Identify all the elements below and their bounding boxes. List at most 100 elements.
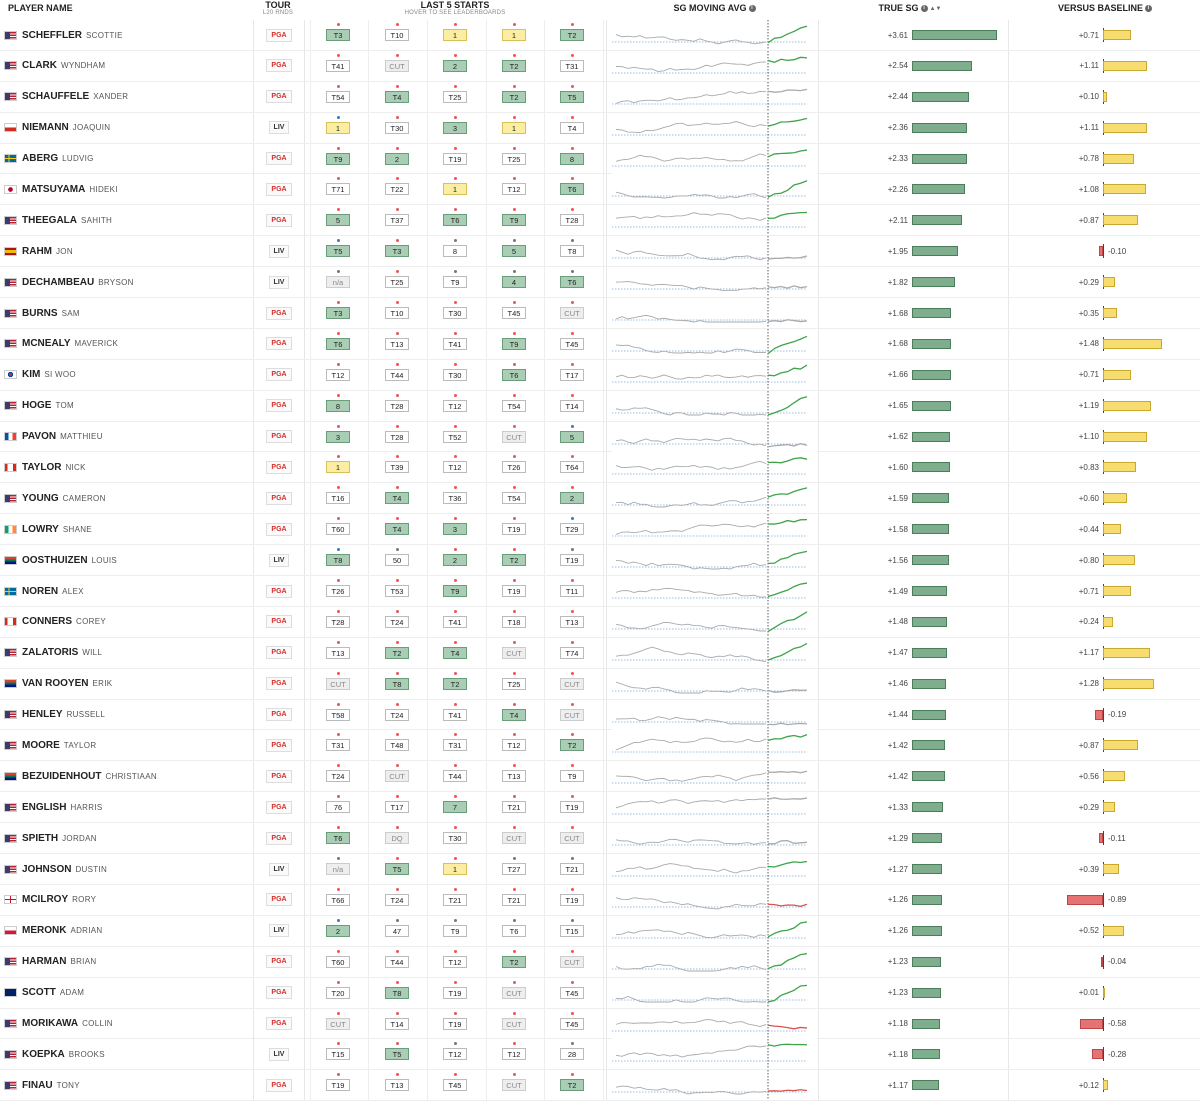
finish-badge[interactable]: T2 <box>560 29 584 41</box>
finish-badge[interactable]: T2 <box>502 90 526 103</box>
finish-badge[interactable]: T30 <box>443 832 467 845</box>
finish-badge[interactable]: T9 <box>502 214 526 227</box>
finish-badge[interactable]: T31 <box>560 59 584 72</box>
player-name[interactable]: PAVON MATTHIEU <box>4 422 250 452</box>
player-name[interactable]: BEZUIDENHOUT CHRISTIAAN <box>4 761 250 791</box>
table-row[interactable]: SCOTT ADAM PGA T20 T8 T19 CUT T45 +1.23 +0.01 <box>0 977 1200 1009</box>
finish-badge[interactable]: T58 <box>326 708 350 721</box>
finish-badge[interactable]: T9 <box>560 770 584 783</box>
finish-badge[interactable]: T31 <box>326 739 350 752</box>
sg-sparkline[interactable] <box>612 1070 817 1101</box>
table-row[interactable]: TAYLOR NICK PGA 1 T39 T12 T26 T64 +1.60 +0.83 <box>0 452 1200 484</box>
finish-badge[interactable]: T8 <box>385 986 409 999</box>
sg-sparkline[interactable] <box>612 421 817 452</box>
player-name[interactable]: HARMAN BRIAN <box>4 947 250 977</box>
finish-badge[interactable]: CUT <box>502 430 526 443</box>
finish-badge[interactable]: T4 <box>443 646 467 659</box>
finish-badge[interactable]: T2 <box>560 739 584 752</box>
player-name[interactable]: FINAU TONY <box>4 1070 250 1100</box>
table-row[interactable]: BEZUIDENHOUT CHRISTIAAN PGA T24 CUT T44 T13 T9 +… <box>0 761 1200 793</box>
finish-badge[interactable]: 1 <box>443 183 467 196</box>
finish-badge[interactable]: T16 <box>326 492 350 505</box>
finish-badge[interactable]: n/a <box>326 863 350 876</box>
finish-badge[interactable]: T4 <box>502 708 526 721</box>
table-row[interactable]: HARMAN BRIAN PGA T60 T44 T12 T2 CUT +1.23 -0.04 <box>0 946 1200 978</box>
finish-badge[interactable]: T4 <box>385 90 409 103</box>
player-name[interactable]: CONNERS COREY <box>4 607 250 637</box>
finish-badge[interactable]: T15 <box>560 924 584 937</box>
finish-badge[interactable]: T18 <box>502 615 526 628</box>
finish-badge[interactable]: T25 <box>502 677 526 690</box>
finish-badge[interactable]: 5 <box>326 214 350 227</box>
finish-badge[interactable]: T12 <box>443 955 467 968</box>
player-name[interactable]: TAYLOR NICK <box>4 452 250 482</box>
info-icon[interactable]: i <box>1145 5 1153 13</box>
sg-sparkline[interactable] <box>612 267 817 298</box>
finish-badge[interactable]: T19 <box>326 1079 350 1092</box>
finish-badge[interactable]: T13 <box>326 646 350 659</box>
sg-sparkline[interactable] <box>612 854 817 885</box>
finish-badge[interactable]: T28 <box>385 399 409 412</box>
finish-badge[interactable]: T41 <box>443 708 467 721</box>
finish-badge[interactable]: T24 <box>326 770 350 783</box>
finish-badge[interactable]: T41 <box>443 337 467 350</box>
player-name[interactable]: ZALATORIS WILL <box>4 638 250 668</box>
header-versus-baseline[interactable]: VERSUS BASELINE i <box>1030 3 1180 13</box>
info-icon[interactable]: i <box>920 5 928 13</box>
finish-badge[interactable]: CUT <box>385 59 409 72</box>
finish-badge[interactable]: 4 <box>502 276 526 289</box>
finish-badge[interactable]: T29 <box>560 523 584 536</box>
table-row[interactable]: BURNS SAM PGA T3 T10 T30 T45 CUT +1.68 +0.35 <box>0 298 1200 329</box>
finish-badge[interactable]: T37 <box>385 214 409 227</box>
finish-badge[interactable]: T54 <box>502 492 526 505</box>
finish-badge[interactable]: T25 <box>385 276 409 289</box>
sg-sparkline[interactable] <box>612 514 817 545</box>
finish-badge[interactable]: T52 <box>443 430 467 443</box>
finish-badge[interactable]: T12 <box>502 183 526 196</box>
finish-badge[interactable]: T8 <box>326 554 350 567</box>
finish-badge[interactable]: CUT <box>502 832 526 845</box>
finish-badge[interactable]: T22 <box>385 183 409 196</box>
finish-badge[interactable]: T2 <box>502 59 526 72</box>
finish-badge[interactable]: T19 <box>443 986 467 999</box>
finish-badge[interactable]: T12 <box>443 399 467 412</box>
table-row[interactable]: THEEGALA SAHITH PGA 5 T37 T6 T9 T28 +2.11 +0.87 <box>0 205 1200 237</box>
finish-badge[interactable]: T9 <box>443 585 467 598</box>
finish-badge[interactable]: CUT <box>502 646 526 659</box>
finish-badge[interactable]: T9 <box>326 152 350 165</box>
finish-badge[interactable]: 50 <box>385 554 409 567</box>
finish-badge[interactable]: T8 <box>560 245 584 258</box>
finish-badge[interactable]: T64 <box>560 461 584 474</box>
table-row[interactable]: KOEPKA BROOKS LIV T15 T5 T12 T12 28 +1.18 -0.28 <box>0 1039 1200 1071</box>
finish-badge[interactable]: T19 <box>502 523 526 536</box>
table-row[interactable]: OOSTHUIZEN LOUIS LIV T8 50 2 T2 T19 +1.56 +0.80 <box>0 545 1200 577</box>
player-name[interactable]: MOORE TAYLOR <box>4 730 250 760</box>
finish-badge[interactable]: T44 <box>385 368 409 381</box>
sg-sparkline[interactable] <box>612 977 817 1008</box>
table-row[interactable]: CLARK WYNDHAM PGA T41 CUT 2 T2 T31 +2.54 +1.11 <box>0 50 1200 82</box>
player-name[interactable]: NOREN ALEX <box>4 576 250 606</box>
table-row[interactable]: DECHAMBEAU BRYSON LIV n/a T25 T9 4 T6 +1.82 +0.29 <box>0 267 1200 299</box>
finish-badge[interactable]: T28 <box>385 430 409 443</box>
finish-badge[interactable]: CUT <box>502 1079 526 1092</box>
table-row[interactable]: JOHNSON DUSTIN LIV n/a T5 1 T27 T21 +1.27 +0.39 <box>0 854 1200 885</box>
header-true-sg[interactable]: TRUE SG i ▲▼ <box>860 3 960 13</box>
finish-badge[interactable]: 7 <box>443 801 467 814</box>
finish-badge[interactable]: 3 <box>443 523 467 536</box>
finish-badge[interactable]: CUT <box>560 708 584 721</box>
finish-badge[interactable]: T30 <box>385 121 409 134</box>
sg-sparkline[interactable] <box>612 143 817 174</box>
table-row[interactable]: YOUNG CAMERON PGA T16 T4 T36 T54 2 +1.59 +0.60 <box>0 483 1200 515</box>
finish-badge[interactable]: T8 <box>385 677 409 690</box>
sg-sparkline[interactable] <box>612 81 817 112</box>
finish-badge[interactable]: T5 <box>326 245 350 258</box>
finish-badge[interactable]: T17 <box>385 801 409 814</box>
finish-badge[interactable]: T6 <box>502 924 526 937</box>
finish-badge[interactable]: T24 <box>385 893 409 906</box>
finish-badge[interactable]: T2 <box>443 677 467 690</box>
finish-badge[interactable]: T11 <box>560 585 584 598</box>
table-row[interactable]: ABERG LUDVIG PGA T9 2 T19 T25 8 +2.33 +0.78 <box>0 143 1200 175</box>
finish-badge[interactable]: T12 <box>502 1048 526 1061</box>
finish-badge[interactable]: 76 <box>326 801 350 814</box>
finish-badge[interactable]: T21 <box>502 893 526 906</box>
